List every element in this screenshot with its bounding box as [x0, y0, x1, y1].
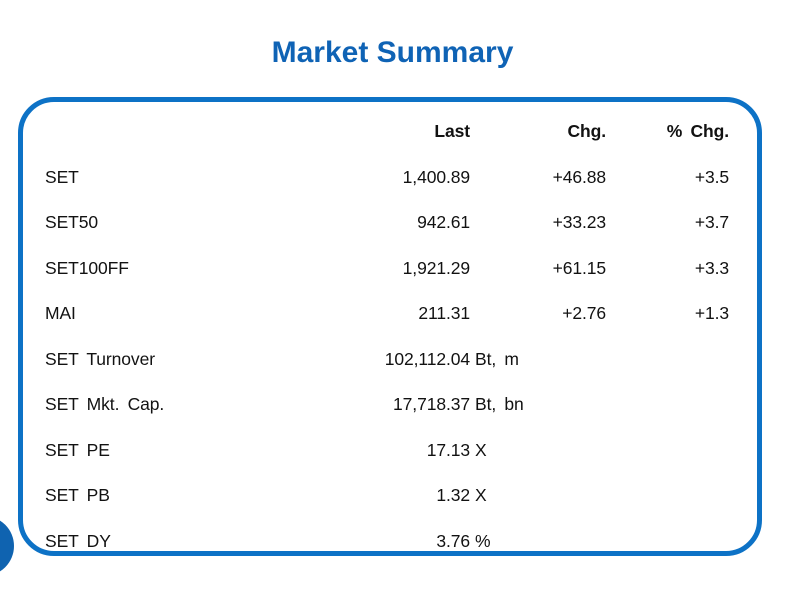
unit-label: Bt, bn [475, 394, 524, 415]
last-value: 102,112.04 [384, 348, 470, 369]
unit-label: Bt, m [475, 348, 519, 369]
last-value: 17,718.37 [393, 394, 470, 415]
pct-chg-value: +1.3 [694, 303, 729, 324]
pct-chg-value: +3.7 [694, 212, 729, 233]
row-label: SET100FF [45, 257, 129, 278]
row-label: SET DY [45, 530, 111, 551]
last-value: 1.32 [436, 485, 470, 506]
row-label: SET PE [45, 439, 110, 460]
table-header-row: Last Chg. % Chg. [45, 109, 757, 155]
table-row-set100ff: SET100FF 1,921.29 +61.15 +3.3 [45, 246, 757, 292]
row-label: SET PB [45, 485, 110, 506]
corner-decoration-circle [0, 516, 14, 576]
table-row-set-dy: SET DY 3.76 % [45, 519, 757, 552]
chg-value: +46.88 [552, 166, 607, 187]
last-value: 211.31 [418, 303, 470, 324]
table-row-set50: SET50 942.61 +33.23 +3.7 [45, 200, 757, 246]
row-label: SET Mkt. Cap. [45, 394, 165, 415]
table-row-set-mkt-cap: SET Mkt. Cap. 17,718.37 Bt, bn [45, 382, 757, 428]
pct-chg-value: +3.5 [694, 166, 729, 187]
table-row-mai: MAI 211.31 +2.76 +1.3 [45, 291, 757, 337]
last-value: 942.61 [417, 212, 470, 233]
market-summary-panel: Last Chg. % Chg. SET 1,400.89 +46.88 +3.… [18, 97, 762, 556]
page-title: Market Summary [271, 36, 514, 69]
table-row-set-pb: SET PB 1.32 X [45, 473, 757, 519]
header-last: Last [434, 121, 470, 142]
row-label: SET Turnover [45, 348, 155, 369]
unit-label: % [475, 530, 491, 551]
market-summary-table: Last Chg. % Chg. SET 1,400.89 +46.88 +3.… [23, 102, 757, 552]
chg-value: +33.23 [552, 212, 607, 233]
header-chg: Chg. [567, 121, 607, 142]
chg-value: +61.15 [552, 257, 607, 278]
last-value: 1,400.89 [402, 166, 470, 187]
pct-chg-value: +3.3 [694, 257, 729, 278]
header-pct-chg: % Chg. [666, 121, 729, 142]
unit-label: X [475, 439, 487, 460]
unit-label: X [475, 485, 487, 506]
last-value: 3.76 [436, 530, 470, 551]
last-value: 1,921.29 [402, 257, 470, 278]
chg-value: +2.76 [562, 303, 606, 324]
table-row-set-pe: SET PE 17.13 X [45, 428, 757, 474]
table-row-set-turnover: SET Turnover 102,112.04 Bt, m [45, 337, 757, 383]
row-label: SET50 [45, 212, 98, 233]
last-value: 17.13 [426, 439, 470, 460]
row-label: MAI [45, 303, 76, 324]
row-label: SET [45, 166, 79, 187]
table-row-set: SET 1,400.89 +46.88 +3.5 [45, 155, 757, 201]
